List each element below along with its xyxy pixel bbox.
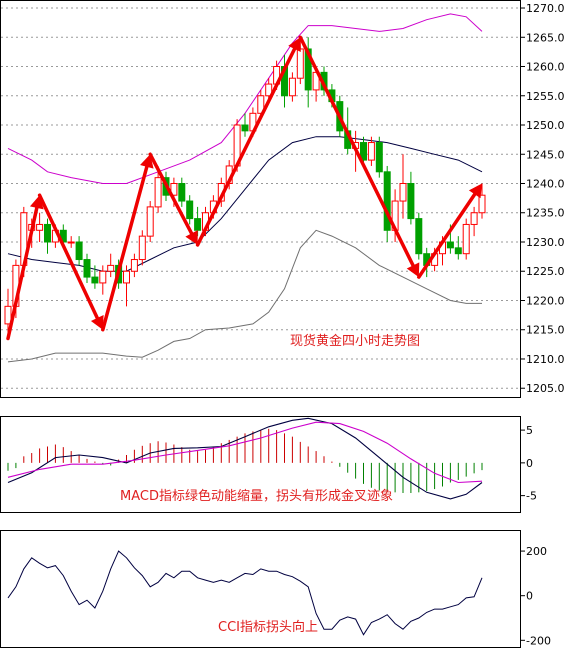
trend-arrow-shaft [417,192,477,279]
trend-arrow-head [185,230,198,245]
price-tick-label: 1220.0 [526,294,565,307]
macd-tick-label: 0 [526,457,533,470]
trend-arrow-head [288,37,301,53]
cci-line [7,550,483,636]
price-tick-label: 1215.0 [526,324,565,337]
trend-arrow-head [90,314,104,330]
candle-up [67,241,75,244]
candle-up [288,77,296,97]
trend-arrow-shaft [298,35,415,268]
candle-up [478,194,486,214]
cci-panel [0,530,521,648]
price-panel [0,0,521,398]
candle-up [296,48,304,79]
candle-up [462,223,470,255]
price-annotation: 现货黄金四小时走势图 [290,333,420,349]
candle-down [375,142,383,173]
price-tick-label: 1245.0 [526,148,565,161]
candle-up [36,223,44,231]
macd-dea-line [7,421,483,484]
price-tick-label: 1240.0 [526,177,565,190]
trend-arrow-shaft [37,193,100,320]
price-tick-label: 1210.0 [526,353,565,366]
price-tick-label: 1205.0 [526,382,565,395]
price-tick-label: 1230.0 [526,236,565,249]
trend-arrow-head [406,262,420,278]
candle-up [265,83,273,97]
price-tick-label: 1235.0 [526,207,565,220]
macd-dif-line [7,417,483,500]
price-tick-label: 1250.0 [526,119,565,132]
cci-tick-label: 200 [526,545,547,558]
cci-annotation: CCI指标拐头向上 [218,619,318,635]
bollinger-lower-line [7,229,482,363]
candle-down [407,182,415,220]
macd-tick-label: -5 [526,490,537,503]
trend-arrow-shaft [101,165,149,332]
price-tick-label: 1265.0 [526,31,565,44]
candle-up [4,305,12,325]
candle-down [75,241,83,261]
candle-down [194,218,202,231]
macd-annotation: MACD指标绿色动能缩量，拐头有形成金叉迹象 [120,488,393,504]
candle-up [367,142,375,161]
candle-down [186,200,194,220]
cci-tick-label: -200 [526,634,551,647]
candle-up [399,182,407,202]
candle-up [99,270,107,284]
candle-down [91,276,99,284]
bollinger-upper-line [7,13,483,184]
candle-down [415,218,423,255]
candle-down [241,124,249,132]
cci-tick-label: 0 [526,590,533,603]
candle-down [83,259,91,278]
price-tick-label: 1225.0 [526,265,565,278]
candle-down [178,182,186,202]
candle-down [454,247,462,255]
candle-up [470,212,478,225]
trend-arrow-shaft [195,47,297,247]
candle-up [130,259,138,272]
candle-up [107,264,115,272]
candle-up [170,182,178,196]
price-tick-label: 1270.0 [526,2,565,15]
candle-down [44,223,51,243]
candle-up [123,270,130,284]
macd-tick-label: 5 [526,424,533,437]
candle-up [146,206,154,237]
candle-up [138,235,146,261]
trend-arrow-shaft [148,152,194,236]
candle-down [446,241,454,249]
price-tick-label: 1255.0 [526,90,565,103]
price-tick-label: 1260.0 [526,61,565,74]
trend-arrow-head [468,183,482,199]
candle-up [154,177,162,208]
candle-down [304,48,312,91]
candle-down [383,171,391,231]
trend-arrow-shaft [6,206,39,341]
candle-down [360,142,367,161]
